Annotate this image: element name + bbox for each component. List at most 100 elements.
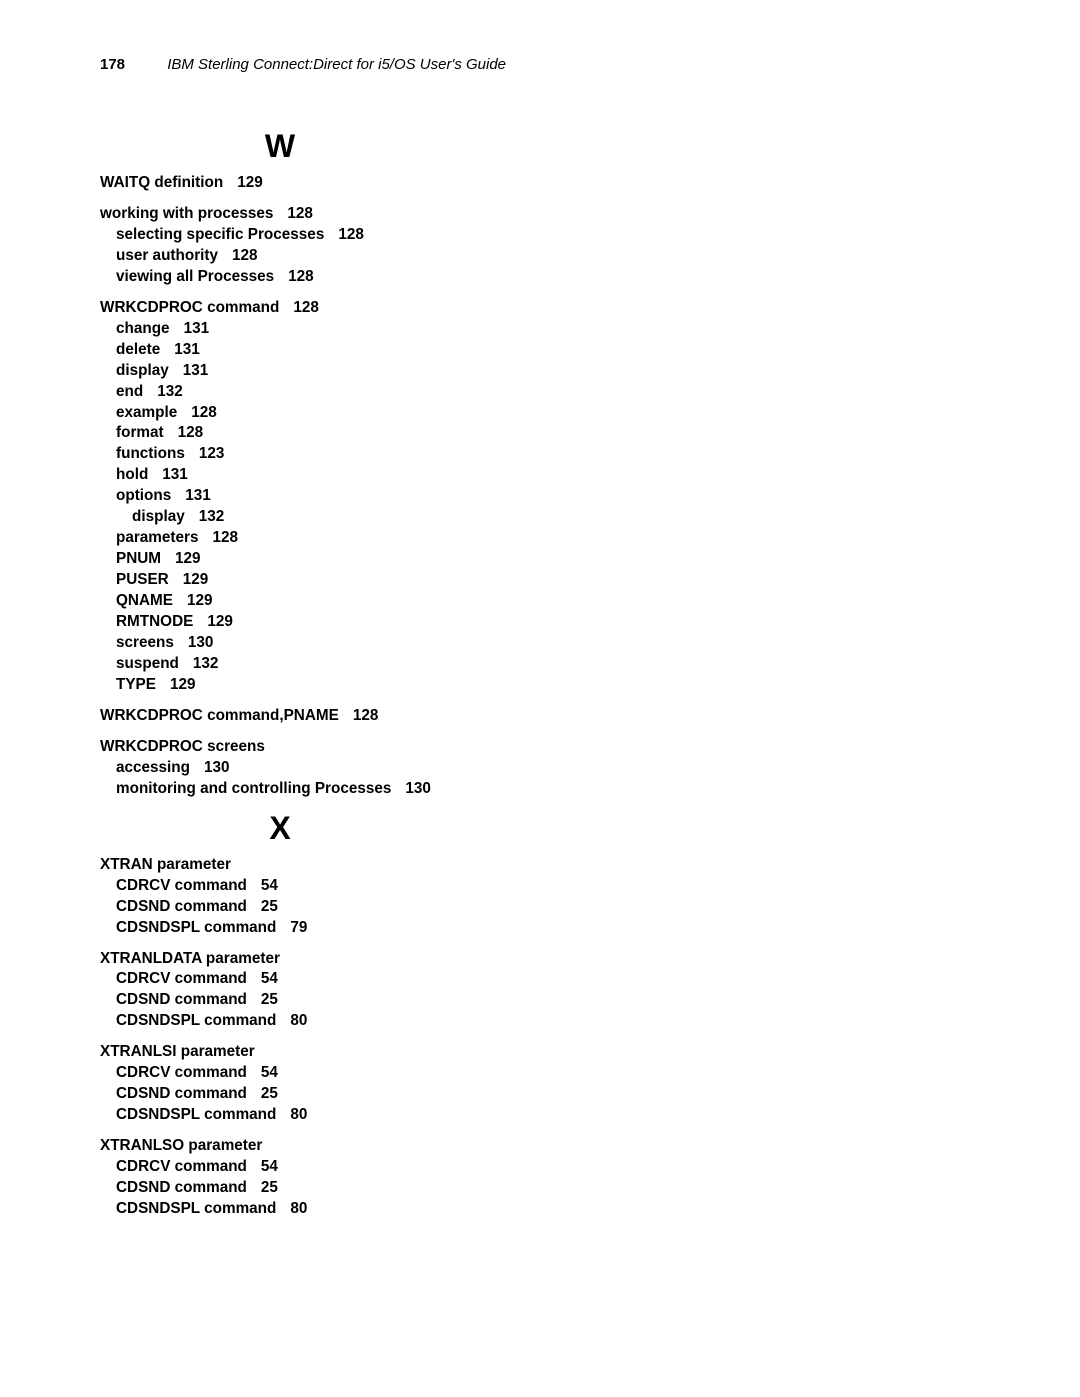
index-term: CDSNDSPL command	[116, 919, 276, 936]
index-term: CDSNDSPL command	[116, 1200, 276, 1217]
index-entry: working with processes128	[100, 204, 570, 225]
index-term: CDSND command	[116, 991, 247, 1008]
index-page-ref: 130	[405, 780, 431, 797]
index-term: CDRCV command	[116, 1158, 247, 1175]
index-term: CDRCV command	[116, 970, 247, 987]
index-subentry: display 131	[100, 361, 570, 382]
index-term: functions	[116, 445, 185, 462]
index-term: screens	[116, 634, 174, 651]
index-term: TYPE	[116, 676, 156, 693]
index-entry: XTRANLSI parameter	[100, 1042, 570, 1063]
page-number: 178	[100, 56, 125, 73]
running-header: 178 IBM Sterling Connect:Direct for i5/O…	[100, 56, 506, 73]
index-page-ref: 54	[261, 970, 278, 987]
index-subentry: CDRCV command54	[100, 876, 570, 897]
index-page-ref: 25	[261, 1179, 278, 1196]
index-term: CDSNDSPL command	[116, 1012, 276, 1029]
index-entry: WRKCDPROC command,PNAME128	[100, 706, 570, 727]
index-subentry: CDSNDSPL command80	[100, 1011, 570, 1032]
index-subentry: example128	[100, 403, 570, 424]
index-page-ref: 131	[184, 320, 210, 337]
index-subentry: CDSNDSPL command80	[100, 1105, 570, 1126]
index-term: XTRANLSI parameter	[100, 1043, 255, 1060]
index-subentry: functions123	[100, 444, 570, 465]
index-group: WRKCDPROC screensaccessing130monitoring …	[100, 737, 570, 800]
section-letter: X	[100, 810, 460, 847]
index-term: WRKCDPROC screens	[100, 738, 265, 755]
index-term: CDSND command	[116, 1085, 247, 1102]
index-subentry: monitoring and controlling Processes 130	[100, 779, 570, 800]
index-subentry: CDSNDSPL command80	[100, 1199, 570, 1220]
index-term: CDRCV command	[116, 1064, 247, 1081]
index-entry: XTRANLSO parameter	[100, 1136, 570, 1157]
index-term: RMTNODE	[116, 613, 193, 630]
index-page-ref: 131	[162, 466, 188, 483]
index-subentry: delete131	[100, 340, 570, 361]
index-group: WRKCDPROC command,PNAME128	[100, 706, 570, 727]
index-page-ref: 128	[178, 424, 204, 441]
index-page-ref: 129	[207, 613, 233, 630]
index-page-ref: 128	[338, 226, 364, 243]
index-page-ref: 128	[353, 707, 379, 724]
index-page-ref: 129	[183, 571, 209, 588]
index-page-ref: 128	[212, 529, 238, 546]
index-entry: WRKCDPROC screens	[100, 737, 570, 758]
index-page-ref: 129	[237, 174, 263, 191]
index-entry: WAITQ definition129	[100, 173, 570, 194]
index-subsubentry: display 132	[100, 507, 570, 528]
index-term: viewing all Processes	[116, 268, 274, 285]
index-page-ref: 132	[193, 655, 219, 672]
index-term: user authority	[116, 247, 218, 264]
index-term: example	[116, 404, 177, 421]
index-subentry: CDRCV command 54	[100, 1063, 570, 1084]
index-group: XTRANLSO parameterCDRCV command54CDSND c…	[100, 1136, 570, 1220]
index-term: XTRANLDATA parameter	[100, 950, 280, 967]
index-page-ref: 130	[188, 634, 214, 651]
index-term: XTRAN parameter	[100, 856, 231, 873]
index-page-ref: 129	[175, 550, 201, 567]
index-term: selecting specific Processes	[116, 226, 324, 243]
index-subentry: end 132	[100, 382, 570, 403]
index-page-ref: 25	[261, 991, 278, 1008]
index-group: WAITQ definition129	[100, 173, 570, 194]
index-page-ref: 129	[187, 592, 213, 609]
index-term: end	[116, 383, 143, 400]
index-page-ref: 128	[232, 247, 258, 264]
index-term: suspend	[116, 655, 179, 672]
index-term: XTRANLSO parameter	[100, 1137, 262, 1154]
index-group: WRKCDPROC command128change131delete131di…	[100, 298, 570, 696]
index-page-ref: 25	[261, 898, 278, 915]
index-page-ref: 54	[261, 1158, 278, 1175]
index-subentry: CDRCV command 54	[100, 969, 570, 990]
index-page-ref: 54	[261, 1064, 278, 1081]
index-subentry: RMTNODE 129	[100, 612, 570, 633]
index-page-ref: 131	[183, 362, 209, 379]
index-term: PNUM	[116, 550, 161, 567]
index-page-ref: 128	[288, 268, 314, 285]
index-subentry: CDSND command 25	[100, 990, 570, 1011]
index-page-ref: 128	[287, 205, 313, 222]
index-page-ref: 132	[199, 508, 225, 525]
index-term: display	[132, 508, 185, 525]
index-page-ref: 25	[261, 1085, 278, 1102]
index-term: CDSNDSPL command	[116, 1106, 276, 1123]
index-subentry: options131	[100, 486, 570, 507]
index-page-ref: 132	[157, 383, 183, 400]
index-term: PUSER	[116, 571, 169, 588]
index-term: monitoring and controlling Processes	[116, 780, 391, 797]
index-subentry: CDSND command25	[100, 897, 570, 918]
index-subentry: user authority 128	[100, 246, 570, 267]
index-group: XTRAN parameter CDRCV command54CDSND comm…	[100, 855, 570, 939]
index-term: delete	[116, 341, 160, 358]
index-page-ref: 79	[290, 919, 307, 936]
index-entry: XTRANLDATA parameter	[100, 949, 570, 970]
index-subentry: CDSNDSPL command 79	[100, 918, 570, 939]
index-subentry: PUSER 129	[100, 570, 570, 591]
index-entry: XTRAN parameter	[100, 855, 570, 876]
index-term: display	[116, 362, 169, 379]
index-term: accessing	[116, 759, 190, 776]
index-term: WRKCDPROC command	[100, 299, 279, 316]
index-group: XTRANLDATA parameter CDRCV command 54 CDSND…	[100, 949, 570, 1033]
section-letter: W	[100, 128, 460, 165]
doc-title: IBM Sterling Connect:Direct for i5/OS Us…	[167, 56, 506, 73]
